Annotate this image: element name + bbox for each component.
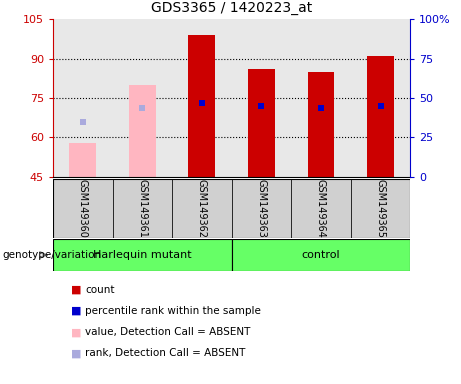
FancyBboxPatch shape bbox=[53, 179, 112, 238]
Title: GDS3365 / 1420223_at: GDS3365 / 1420223_at bbox=[151, 2, 312, 15]
FancyBboxPatch shape bbox=[112, 179, 172, 238]
Text: GSM149363: GSM149363 bbox=[256, 179, 266, 238]
Text: GSM149365: GSM149365 bbox=[376, 179, 385, 238]
Bar bbox=[248, 69, 275, 177]
Text: ■: ■ bbox=[71, 285, 82, 295]
Text: count: count bbox=[85, 285, 115, 295]
Text: rank, Detection Call = ABSENT: rank, Detection Call = ABSENT bbox=[85, 348, 246, 358]
FancyBboxPatch shape bbox=[351, 179, 410, 238]
FancyBboxPatch shape bbox=[232, 239, 410, 271]
Bar bbox=[307, 72, 334, 177]
Bar bbox=[70, 142, 96, 177]
FancyBboxPatch shape bbox=[172, 179, 232, 238]
FancyBboxPatch shape bbox=[291, 179, 351, 238]
Bar bbox=[367, 56, 394, 177]
Text: GSM149362: GSM149362 bbox=[197, 179, 207, 238]
FancyBboxPatch shape bbox=[53, 239, 232, 271]
Text: Harlequin mutant: Harlequin mutant bbox=[93, 250, 192, 260]
FancyBboxPatch shape bbox=[232, 179, 291, 238]
Text: ■: ■ bbox=[71, 327, 82, 337]
Text: value, Detection Call = ABSENT: value, Detection Call = ABSENT bbox=[85, 327, 251, 337]
Text: GSM149364: GSM149364 bbox=[316, 179, 326, 238]
Text: percentile rank within the sample: percentile rank within the sample bbox=[85, 306, 261, 316]
Text: GSM149360: GSM149360 bbox=[78, 179, 88, 238]
Text: genotype/variation: genotype/variation bbox=[2, 250, 101, 260]
Text: control: control bbox=[301, 250, 340, 260]
Bar bbox=[129, 85, 156, 177]
Bar bbox=[189, 35, 215, 177]
Text: ■: ■ bbox=[71, 306, 82, 316]
Text: GSM149361: GSM149361 bbox=[137, 179, 148, 238]
Text: ■: ■ bbox=[71, 348, 82, 358]
